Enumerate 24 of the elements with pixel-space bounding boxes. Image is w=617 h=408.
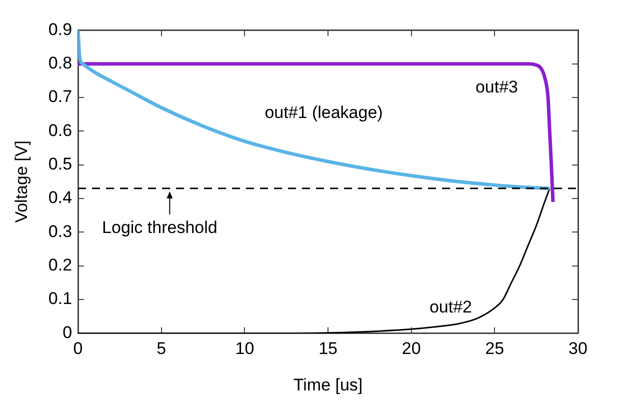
x-axis-title: Time [us] [293, 375, 363, 394]
x-tick-label: 5 [156, 339, 166, 358]
y-tick-label: 0.6 [48, 120, 72, 140]
line-series [78, 30, 552, 190]
x-tick-label: 20 [402, 339, 421, 358]
y-tick-label: 0.8 [48, 54, 72, 73]
line-series [78, 62, 555, 204]
x-tick-label: 10 [235, 339, 254, 358]
y-tick-label: 0 [62, 322, 72, 342]
y-tick-label: 0.9 [48, 20, 72, 39]
x-tick-label: 25 [485, 339, 504, 358]
x-tick-label: 30 [568, 339, 588, 358]
y-tick-label: 0.4 [48, 188, 72, 208]
annotation: Logic threshold [102, 218, 218, 238]
y-tick-label: 0.1 [48, 289, 72, 308]
series-label: out#2 [429, 298, 472, 317]
y-tick-label: 0.7 [48, 87, 72, 106]
y-tick-label: 0.3 [48, 222, 72, 241]
y-axis-title: Voltage [V] [12, 140, 31, 223]
y-tick-label: 0.2 [48, 256, 72, 275]
x-tick-label: 15 [318, 339, 338, 358]
series-label: out#3 [475, 78, 518, 97]
series-label: out#1 (leakage) [264, 102, 383, 122]
y-tick-label: 0.5 [48, 154, 72, 174]
